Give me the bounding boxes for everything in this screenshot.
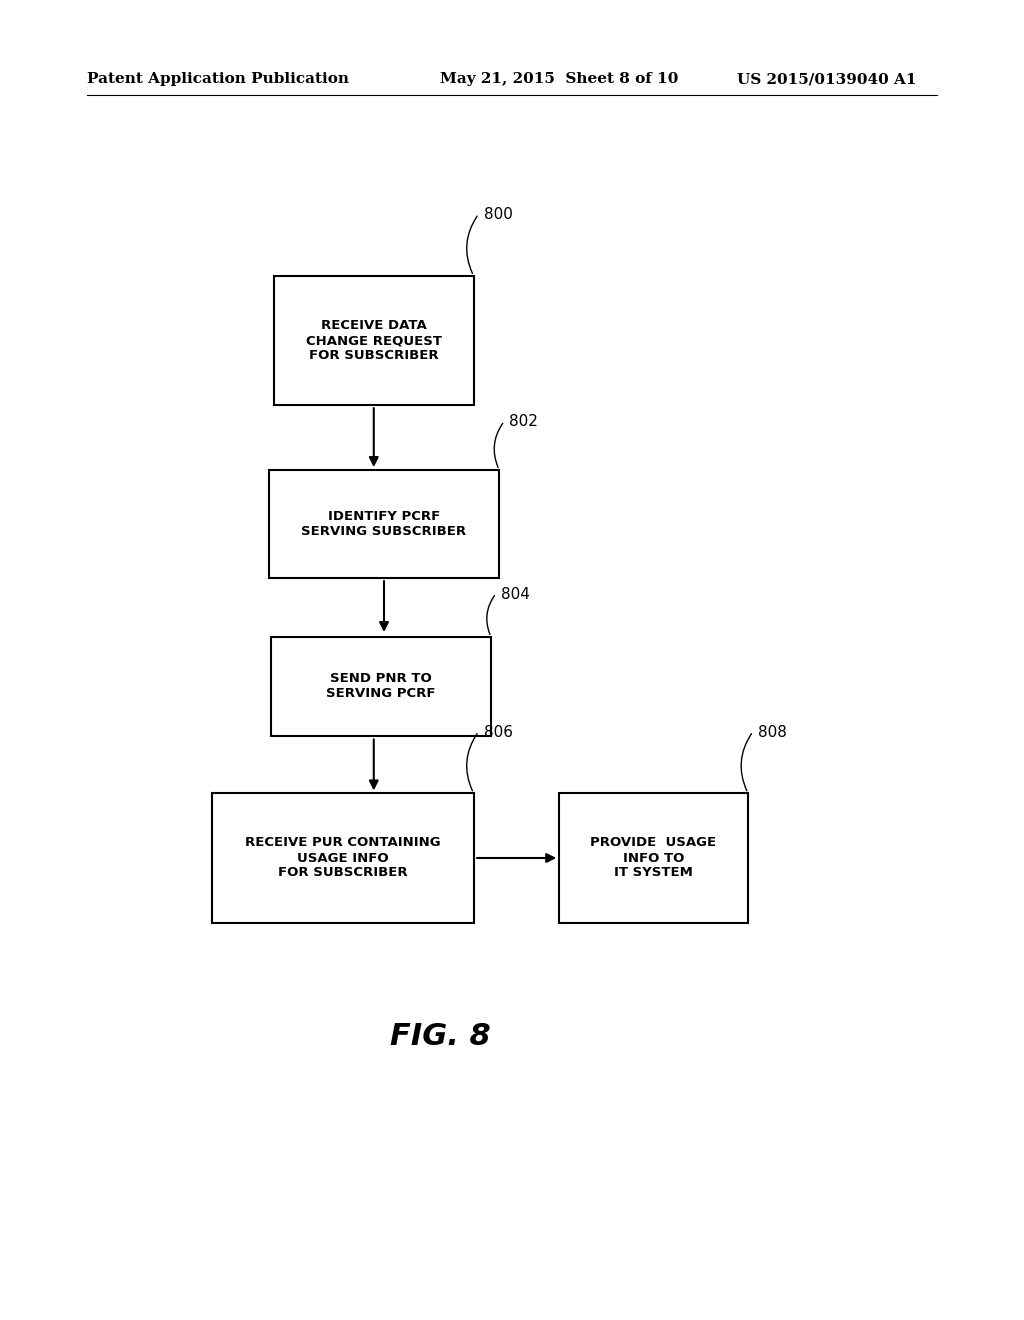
Text: 802: 802 <box>510 414 539 429</box>
Text: RECEIVE DATA
CHANGE REQUEST
FOR SUBSCRIBER: RECEIVE DATA CHANGE REQUEST FOR SUBSCRIB… <box>306 319 441 362</box>
Bar <box>270 638 492 737</box>
Text: FIG. 8: FIG. 8 <box>390 1022 490 1051</box>
Text: 804: 804 <box>502 586 530 602</box>
Text: IDENTIFY PCRF
SERVING SUBSCRIBER: IDENTIFY PCRF SERVING SUBSCRIBER <box>301 510 467 539</box>
Text: 806: 806 <box>484 725 513 739</box>
Text: 800: 800 <box>484 207 513 222</box>
Text: Patent Application Publication: Patent Application Publication <box>87 73 349 86</box>
Text: May 21, 2015  Sheet 8 of 10: May 21, 2015 Sheet 8 of 10 <box>440 73 679 86</box>
Text: PROVIDE  USAGE
INFO TO
IT SYSTEM: PROVIDE USAGE INFO TO IT SYSTEM <box>590 837 717 879</box>
Text: 808: 808 <box>758 725 787 739</box>
Text: US 2015/0139040 A1: US 2015/0139040 A1 <box>737 73 916 86</box>
Bar <box>273 276 473 405</box>
Bar <box>268 470 500 578</box>
Text: RECEIVE PUR CONTAINING
USAGE INFO
FOR SUBSCRIBER: RECEIVE PUR CONTAINING USAGE INFO FOR SU… <box>245 837 441 879</box>
Bar <box>559 793 748 923</box>
Bar <box>213 793 473 923</box>
Text: SEND PNR TO
SERVING PCRF: SEND PNR TO SERVING PCRF <box>327 672 435 701</box>
